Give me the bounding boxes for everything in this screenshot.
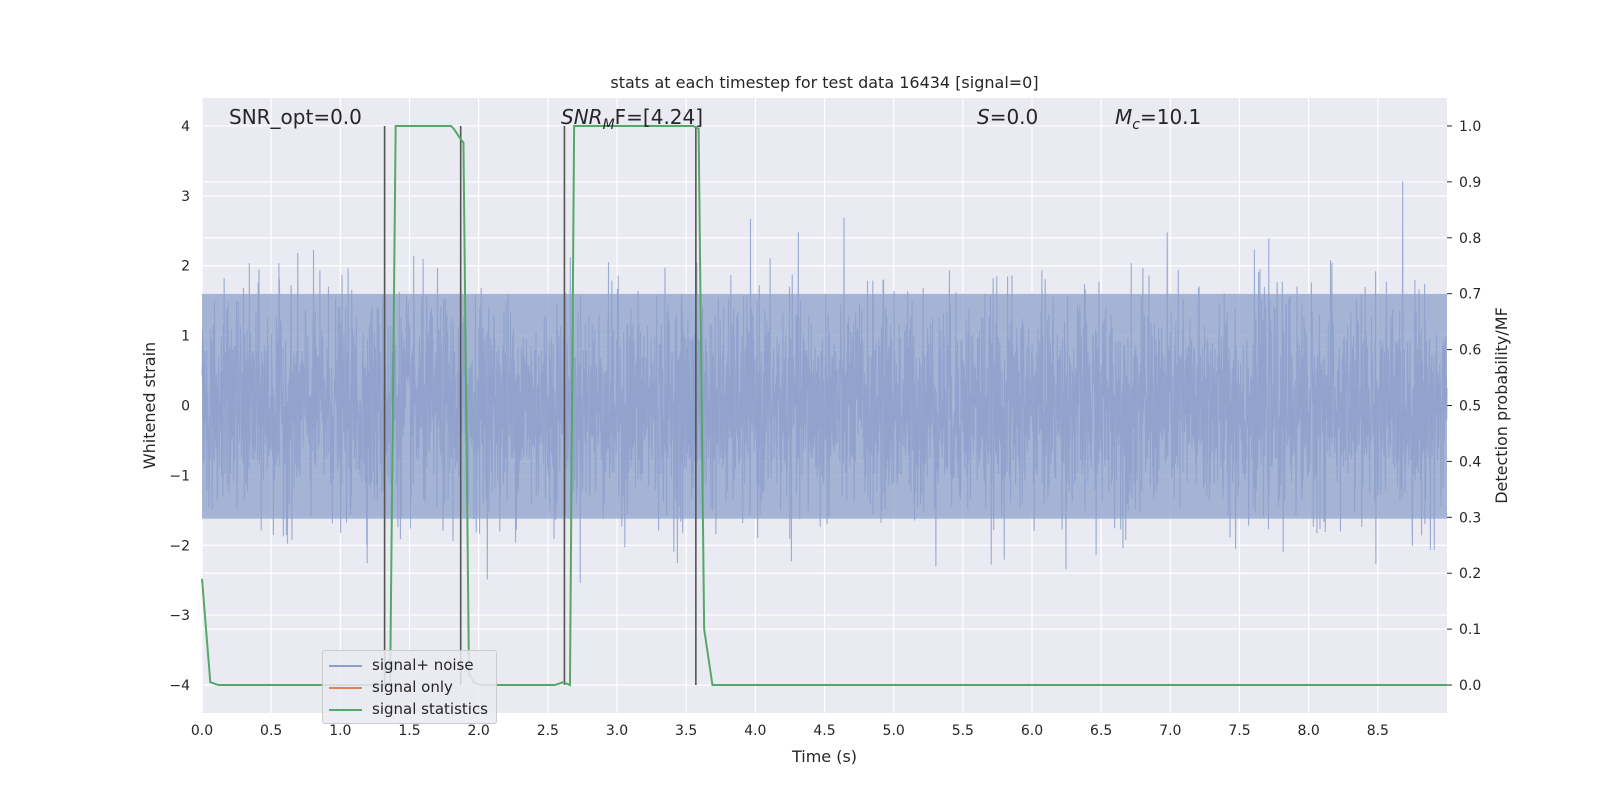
x-tick-label: 2.5 <box>537 723 559 739</box>
y-right-tick-label: 0.6 <box>1459 343 1481 359</box>
legend-item-signal-only: signal only <box>323 677 496 699</box>
y-tick-label: 4 <box>181 119 190 135</box>
y-right-axis-label: Detection probability/MF <box>1492 307 1511 504</box>
y-tick-label: 0 <box>181 399 190 415</box>
y-right-tick-label: 0.3 <box>1459 510 1481 526</box>
y-right-tick-label: 0.4 <box>1459 454 1481 470</box>
y-tick-label: 3 <box>181 189 190 205</box>
x-tick-label: 7.5 <box>1228 723 1250 739</box>
y-right-tick-label: 0.2 <box>1459 566 1481 582</box>
legend-label-signal-statistics: signal statistics <box>372 700 489 718</box>
y-tick-label: −4 <box>169 678 190 694</box>
y-right-tick-label: 1.0 <box>1459 119 1481 135</box>
x-axis-label: Time (s) <box>791 747 857 766</box>
x-tick-label: 1.0 <box>329 723 351 739</box>
x-tick-label: 4.0 <box>744 723 766 739</box>
x-tick-label: 0.5 <box>260 723 282 739</box>
annotation-snr-opt: SNR_opt=0.0 <box>229 105 362 129</box>
x-tick-label: 0.0 <box>191 723 213 739</box>
y-tick-label: 2 <box>181 259 190 275</box>
y-axis-label: Whitened strain <box>140 342 159 469</box>
x-tick-label: 5.0 <box>883 723 905 739</box>
series-signal-noise-core <box>202 293 1447 519</box>
x-tick-label: 2.0 <box>468 723 490 739</box>
legend-label-signal-noise: signal+ noise <box>372 656 474 674</box>
y-right-tick-label: 0.5 <box>1459 399 1481 415</box>
x-tick-label: 1.5 <box>398 723 420 739</box>
annotation-s: S=0.0 <box>977 105 1038 129</box>
y-right-tick-label: 0.9 <box>1459 175 1481 191</box>
y-tick-label: −2 <box>169 538 190 554</box>
legend-swatch-signal-statistics <box>329 709 362 711</box>
x-tick-label: 3.5 <box>675 723 697 739</box>
y-right-tick-label: 0.8 <box>1459 231 1481 247</box>
x-tick-label: 4.5 <box>813 723 835 739</box>
y-right-tick-label: 0.7 <box>1459 287 1481 303</box>
y-tick-label: −3 <box>169 608 190 624</box>
x-tick-label: 6.5 <box>1090 723 1112 739</box>
legend-item-signal-statistics: signal statistics <box>323 699 496 721</box>
y-tick-label: 1 <box>181 329 190 345</box>
y-right-tick-label: 0.1 <box>1459 622 1481 638</box>
chart-legend: signal+ noise signal only signal statist… <box>322 650 497 724</box>
annotation-snr-mf: SNRMF=[4.24] <box>561 105 703 133</box>
legend-item-signal-noise: signal+ noise <box>323 655 496 677</box>
x-tick-label: 7.0 <box>1159 723 1181 739</box>
legend-label-signal-only: signal only <box>372 678 453 696</box>
y-right-tick-label: 0.0 <box>1459 678 1481 694</box>
annotation-mc: Mc=10.1 <box>1115 105 1201 133</box>
legend-swatch-signal-only <box>329 687 362 689</box>
x-tick-label: 3.0 <box>606 723 628 739</box>
legend-swatch-signal-noise <box>329 665 362 667</box>
x-tick-label: 6.0 <box>1021 723 1043 739</box>
x-tick-label: 8.5 <box>1367 723 1389 739</box>
chart-title: stats at each timestep for test data 164… <box>610 73 1038 92</box>
x-tick-label: 8.0 <box>1298 723 1320 739</box>
y-tick-label: −1 <box>169 468 190 484</box>
x-tick-label: 5.5 <box>952 723 974 739</box>
